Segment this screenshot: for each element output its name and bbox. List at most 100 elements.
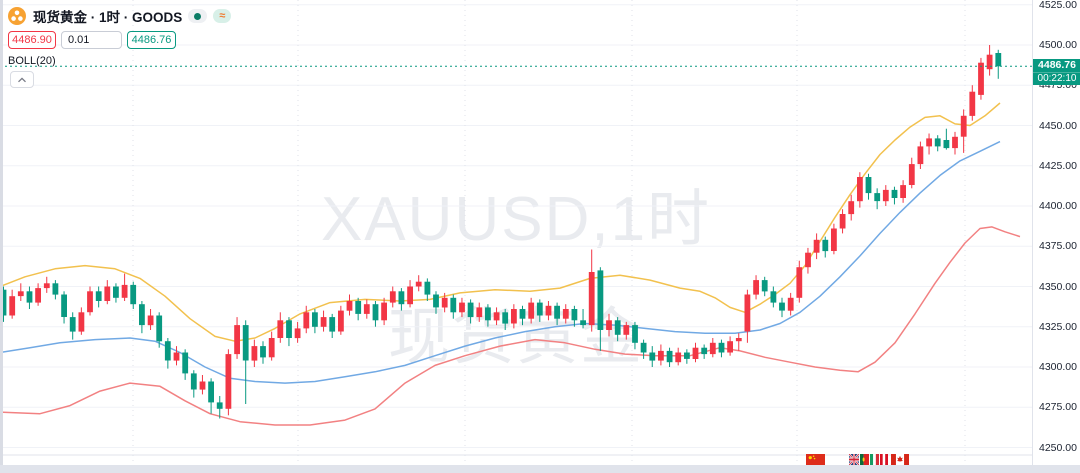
collapse-legend-button[interactable]: [10, 71, 34, 88]
sell-price-button[interactable]: 4486.90: [8, 31, 56, 49]
candle-body: [26, 291, 33, 303]
bollinger-lower-band: [0, 226, 1021, 426]
candle-body: [286, 320, 292, 338]
buy-price-button[interactable]: 4486.76: [127, 31, 176, 49]
candle-body: [640, 342, 647, 353]
candle-body: [363, 304, 370, 314]
candle-body: [389, 291, 396, 303]
price-axis[interactable]: 4525.00 4500.00 4475.00 4450.00 4425.00 4400.…: [1032, 0, 1080, 465]
market-status-pill[interactable]: [188, 9, 208, 23]
candle-body: [770, 291, 777, 303]
candle-body: [355, 301, 362, 314]
candle-body: [727, 341, 733, 353]
candle-body: [882, 189, 889, 202]
candle-body: [684, 352, 690, 359]
candle-body: [199, 381, 206, 390]
chart-legend: 现货黄金 · 1时 · GOODS ≈ 4486.90 0.01 4486.76…: [8, 6, 232, 88]
candle-body: [934, 138, 941, 147]
candle-body: [242, 325, 249, 361]
candle-body: [917, 146, 924, 165]
price-axis-label: 4375.00: [1039, 240, 1077, 253]
bottom-bar: [0, 465, 1080, 473]
candle-body: [632, 325, 638, 343]
candle-body: [952, 136, 958, 149]
price-axis-label: 4500.00: [1039, 39, 1077, 51]
candle-body: [926, 138, 932, 147]
candle-body: [675, 352, 682, 363]
china-flag-icon: [806, 454, 825, 465]
candle-body: [294, 328, 301, 339]
price-axis-label: 4325.00: [1039, 320, 1077, 333]
symbol-title[interactable]: 现货黄金 · 1时 · GOODS: [33, 10, 183, 25]
candle-body: [908, 164, 915, 185]
candle-body: [796, 267, 803, 298]
candle-body: [0, 289, 7, 316]
candle-body: [753, 280, 759, 295]
candle-body: [874, 193, 881, 202]
price-axis-label: 4450.00: [1039, 119, 1077, 132]
candle-body: [839, 214, 846, 229]
price-axis-label: 4275.00: [1039, 401, 1077, 414]
candle-body: [614, 320, 621, 335]
candle-body: [813, 239, 820, 253]
candle-body: [338, 310, 344, 332]
candle-body: [761, 280, 768, 292]
candle-body: [969, 91, 976, 116]
candle-body: [78, 312, 85, 332]
candle-body: [467, 302, 474, 318]
candle-body: [260, 346, 266, 358]
candle-body: [407, 286, 413, 305]
candle-body: [709, 342, 716, 355]
price-axis-label: 4425.00: [1039, 159, 1077, 172]
candle-body: [17, 291, 24, 297]
candle-body: [164, 341, 171, 361]
candle-body: [718, 342, 725, 353]
candle-body: [216, 402, 223, 409]
price-axis-label: 4350.00: [1039, 280, 1077, 293]
price-axis-label: 4300.00: [1039, 361, 1077, 373]
indicator-legend-boll[interactable]: BOLL(20): [8, 55, 56, 67]
candle-body: [268, 338, 275, 358]
candle-body: [502, 312, 509, 324]
candle-body: [190, 373, 197, 390]
canada-flag-icon: [891, 454, 909, 465]
candle-body: [865, 177, 872, 194]
bollinger-basis-line: [0, 140, 1001, 384]
candle-body: [666, 350, 673, 363]
candle-body: [346, 301, 353, 311]
candle-body: [372, 304, 379, 321]
candlestick-chart[interactable]: [0, 0, 1032, 465]
spread-value-box[interactable]: 0.01: [61, 31, 122, 49]
candle-body: [52, 283, 59, 295]
candle-body: [303, 312, 310, 329]
peru-flag-icon: [880, 454, 888, 465]
candle-body: [536, 302, 543, 316]
candle-body: [35, 288, 41, 303]
price-axis-label: 4525.00: [1039, 0, 1077, 11]
candle-body: [554, 305, 560, 319]
candle-body: [519, 309, 526, 319]
candle-body: [511, 309, 517, 324]
candle-body: [493, 312, 500, 321]
candle-body: [139, 304, 145, 326]
price-axis-label: 4400.00: [1039, 200, 1077, 212]
candle-body: [104, 286, 111, 301]
candle-body: [173, 352, 180, 361]
candle-body: [130, 284, 137, 305]
candle-body: [156, 315, 163, 342]
portugal-flag-icon: [860, 454, 869, 465]
uk-flag-icon: [849, 454, 859, 465]
approx-data-pill[interactable]: ≈: [213, 9, 232, 23]
candle-body: [960, 115, 967, 137]
candle-body: [485, 307, 491, 321]
italy-flag-icon: [870, 454, 879, 465]
candle-body: [234, 325, 240, 355]
candle-body: [113, 286, 119, 298]
candle-body: [857, 177, 863, 202]
symbol-row[interactable]: 现货黄金 · 1时 · GOODS ≈: [8, 6, 232, 26]
candle-body: [606, 320, 612, 330]
candle-body: [441, 297, 448, 308]
candle-body: [779, 302, 785, 311]
current-price-badge: 4486.76 00:22:10: [1033, 59, 1080, 85]
candle-body: [805, 252, 811, 268]
